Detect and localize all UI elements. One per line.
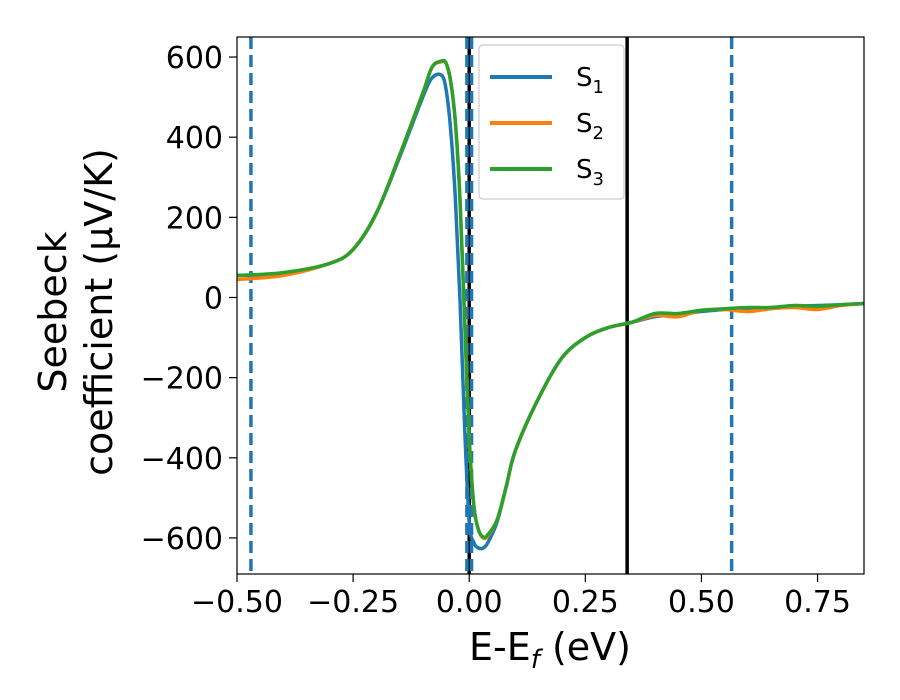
legend: S1 S2 S3 — [478, 44, 625, 200]
y-axis-title-line1: Seebeck — [31, 231, 75, 392]
legend-label-2: S2 — [576, 109, 604, 144]
y-tick-label: −400 — [141, 442, 223, 477]
x-tick-label: −0.50 — [191, 585, 283, 620]
y-tick-label: −200 — [141, 362, 223, 397]
series-line-3 — [236, 58, 865, 540]
legend-label-3: S3 — [576, 155, 604, 190]
x-tick-label: 0.25 — [552, 585, 619, 620]
y-tick-label: 600 — [166, 41, 223, 76]
x-tick-label: 0.00 — [436, 585, 503, 620]
x-axis-ticks: −0.50 −0.25 0.00 0.25 0.50 0.75 — [191, 574, 851, 620]
y-axis-ticks: 600 400 200 0 −200 −400 −600 — [141, 41, 237, 557]
legend-label-1: S1 — [576, 63, 604, 98]
y-tick-label: −600 — [141, 522, 223, 557]
x-tick-label: 0.75 — [784, 585, 851, 620]
x-axis-title: E-Ef (eV) — [469, 625, 631, 675]
x-tick-label: 0.50 — [668, 585, 735, 620]
vertical-reference-lines — [249, 37, 734, 574]
y-tick-label: 0 — [204, 281, 223, 316]
y-tick-label: 400 — [166, 121, 223, 156]
series-group — [236, 58, 865, 551]
x-tick-label: −0.25 — [307, 585, 399, 620]
y-tick-label: 200 — [166, 201, 223, 236]
y-axis-title-line2: coefficient (μV/K) — [77, 148, 121, 476]
plot-frame — [236, 36, 865, 575]
y-axis-title: Seebeck coefficient (μV/K) — [31, 148, 121, 476]
